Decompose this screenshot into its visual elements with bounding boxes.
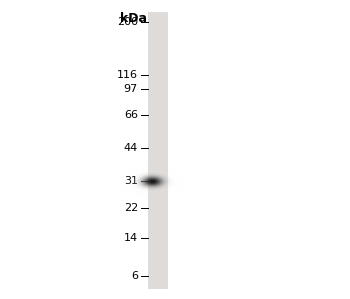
- Bar: [148, 12, 168, 289]
- Text: 31: 31: [124, 176, 138, 186]
- Text: 66: 66: [124, 110, 138, 120]
- Text: 6: 6: [131, 271, 138, 281]
- Text: 22: 22: [124, 203, 138, 213]
- Text: 116: 116: [117, 70, 138, 80]
- Text: 200: 200: [117, 17, 138, 27]
- Text: 97: 97: [124, 84, 138, 94]
- Text: 14: 14: [124, 233, 138, 243]
- Text: 44: 44: [124, 143, 138, 153]
- Text: kDa: kDa: [120, 12, 147, 25]
